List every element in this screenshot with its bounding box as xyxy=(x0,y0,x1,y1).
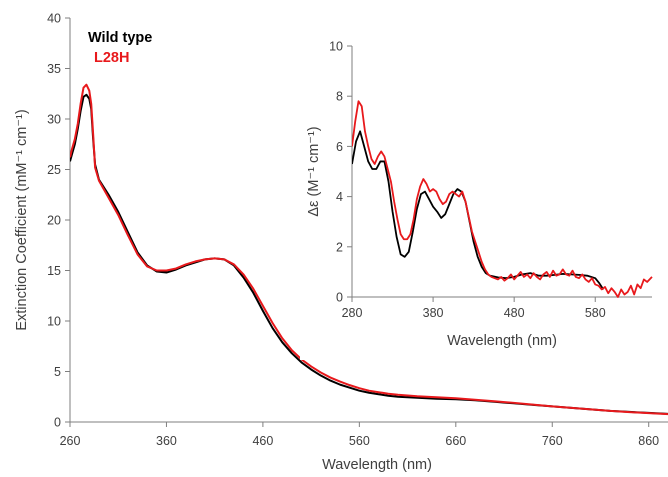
main-y-tick-label: 10 xyxy=(47,315,61,329)
main-y-axis-title: Extinction Coefficient (mM⁻¹ cm⁻¹) xyxy=(14,109,30,330)
inset-series-wild-type xyxy=(352,130,605,290)
main-y-tick-label: 20 xyxy=(47,214,61,228)
inset-series-l28h xyxy=(352,100,653,298)
main-x-tick-label: 860 xyxy=(638,434,659,448)
inset-y-tick-label: 10 xyxy=(329,40,343,54)
inset-y-tick-label: 0 xyxy=(336,291,343,305)
legend-label-wild-type: Wild type xyxy=(88,30,152,46)
inset-chart: 0 2 4 6 8 10 280 380 480 580 Wavelength (nm) Δε (M⁻… xyxy=(300,40,668,360)
inset-x-tick-label: 580 xyxy=(585,306,606,320)
main-y-tick-label: 5 xyxy=(54,365,61,379)
main-x-axis-title: Wavelength (nm) xyxy=(322,457,432,472)
inset-y-tick-label: 8 xyxy=(336,90,343,104)
main-y-tick-label: 30 xyxy=(47,113,61,127)
inset-background xyxy=(300,40,668,360)
inset-y-axis-title: Δε (M⁻¹ cm⁻¹) xyxy=(306,126,322,216)
main-y-tick-label: 35 xyxy=(47,62,61,76)
main-x-tick-label: 260 xyxy=(60,434,81,448)
main-x-tick-label: 360 xyxy=(156,434,177,448)
main-y-tick-label: 15 xyxy=(47,264,61,278)
main-x-tick-label: 560 xyxy=(349,434,370,448)
inset-y-tick-label: 2 xyxy=(336,240,343,254)
inset-x-tick-label: 380 xyxy=(423,306,444,320)
main-x-tick-label: 760 xyxy=(542,434,563,448)
legend: Wild type L28H xyxy=(88,30,152,66)
main-x-tick-label: 460 xyxy=(252,434,273,448)
inset-x-tick-label: 280 xyxy=(342,306,363,320)
main-y-tick-label: 40 xyxy=(47,12,61,26)
main-series-l28h xyxy=(70,83,668,416)
inset-y-tick-label: 6 xyxy=(336,140,343,154)
main-y-tick-label: 0 xyxy=(54,416,61,430)
inset-x-axis-title: Wavelength (nm) xyxy=(447,333,557,349)
main-x-tick-label: 660 xyxy=(445,434,466,448)
inset-y-tick-label: 4 xyxy=(336,190,343,204)
inset-x-tick-label: 480 xyxy=(504,306,525,320)
main-y-tick-label: 25 xyxy=(47,163,61,177)
legend-label-l28h: L28H xyxy=(94,50,129,66)
